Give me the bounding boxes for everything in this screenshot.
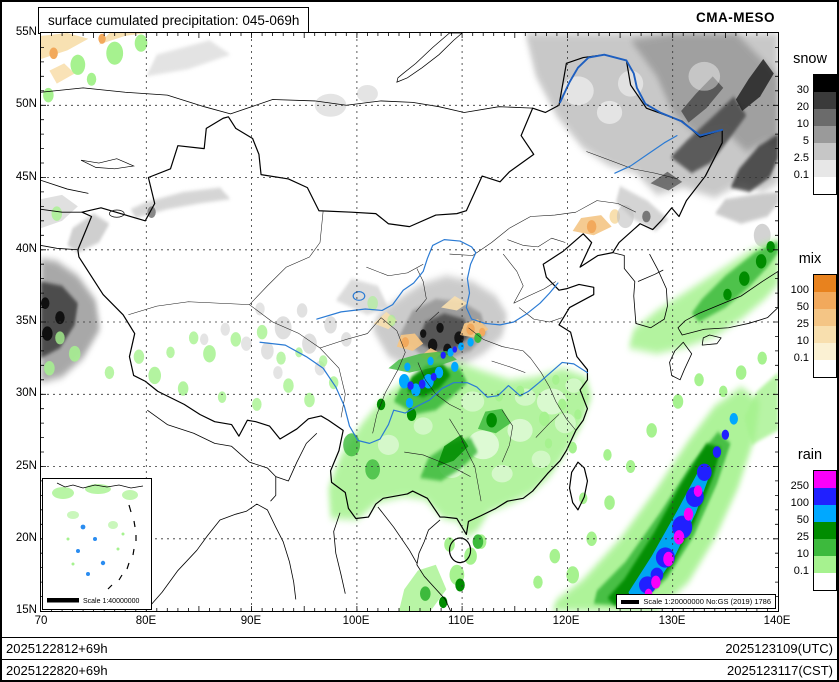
map-scale-note: Scale 1:20000000 No:GS (2019) 1786	[616, 594, 776, 609]
footer-row-utc: 2025122812+69h 2025123109(UTC)	[2, 637, 837, 660]
legend-value: 0.1	[793, 169, 809, 181]
legend-swatch	[814, 573, 836, 590]
lat-tick-label: 15N	[15, 604, 37, 616]
lon-tick-label: 120E	[552, 615, 580, 627]
legend-swatch	[814, 471, 836, 488]
legend-value: 5	[802, 135, 809, 147]
legend-swatch	[814, 326, 836, 343]
lon-tick-label: 80E	[135, 615, 157, 627]
scale-note-text: Scale 1:20000000 No:GS (2019) 1786	[643, 596, 771, 606]
map-area: Scale 1:40000000 Scale 1:20000000 No:GS …	[40, 32, 779, 612]
legend-mix: mix 100 50 25 10 0.1	[781, 248, 837, 378]
legend-swatch	[814, 556, 836, 573]
legend-value: 10	[796, 118, 809, 130]
legend-swatch	[814, 505, 836, 522]
legend-value: 100	[790, 284, 809, 296]
lat-tick-label: 25N	[15, 460, 37, 472]
legend-value: 30	[796, 84, 809, 96]
chart-title: surface cumulated precipitation: 045-069…	[38, 7, 310, 34]
legend-swatch	[814, 292, 836, 309]
legend-value: 250	[790, 480, 809, 492]
legend-swatch	[814, 488, 836, 505]
legend-value: 25	[796, 318, 809, 330]
legend-swatch	[814, 522, 836, 539]
lat-tick-label: 40N	[15, 243, 37, 255]
map-canvas	[41, 33, 778, 611]
mix-shading	[41, 33, 634, 362]
legend-value: 10	[796, 335, 809, 347]
init-time-utc: 2025122812+69h	[6, 641, 108, 656]
legend-swatch	[814, 143, 836, 160]
lon-tick-label: 90E	[240, 615, 262, 627]
lon-tick-label: 100E	[342, 615, 370, 627]
legend-value: 2.5	[793, 152, 809, 164]
legend-mix-bar	[813, 274, 837, 378]
lat-tick-label: 20N	[15, 532, 37, 544]
legend-snow-title: snow	[793, 51, 827, 67]
legend-swatch	[814, 309, 836, 326]
legend-mix-title: mix	[798, 251, 822, 267]
legend-swatch	[814, 109, 836, 126]
legend-rain-title: rain	[797, 447, 823, 463]
lon-tick-label: 130E	[658, 615, 686, 627]
legend-value: 20	[796, 101, 809, 113]
legend-value: 50	[796, 514, 809, 526]
legend-swatch	[814, 275, 836, 292]
valid-time-cst: 2025123117(CST)	[727, 663, 833, 678]
lat-tick-label: 35N	[15, 315, 37, 327]
inset-scale-label: Scale 1:40000000	[83, 598, 140, 605]
lon-tick-label: 110E	[447, 615, 474, 627]
legend-value: 10	[796, 548, 809, 560]
legend-snow: snow 30 20 10 5 2.5 0.1	[781, 48, 837, 195]
neighbor-borders	[41, 33, 778, 611]
legend-swatch	[814, 160, 836, 177]
lon-tick-label: 140E	[763, 615, 791, 627]
rain-shading	[43, 34, 778, 611]
lat-tick-label: 55N	[15, 26, 37, 38]
legend-swatch	[814, 343, 836, 360]
legend-rain: rain 250 100 50 25 10 0.1	[781, 444, 837, 591]
lat-tick-label: 50N	[15, 98, 37, 110]
lat-tick-label: 45N	[15, 171, 37, 183]
legend-swatch	[814, 126, 836, 143]
grid-lines	[41, 33, 778, 611]
legend-swatch	[814, 539, 836, 556]
legend-value: 50	[796, 301, 809, 313]
scale-bar-icon	[621, 599, 640, 604]
inset-map-south-china-sea: Scale 1:40000000	[42, 478, 152, 610]
lat-tick-label: 30N	[15, 387, 37, 399]
legend-swatch	[814, 177, 836, 194]
legend-swatch	[814, 75, 836, 92]
legend-rain-bar	[813, 470, 837, 591]
init-time-cst: 2025122820+69h	[6, 663, 108, 678]
legend-swatch	[814, 92, 836, 109]
footer-row-cst: 2025122820+69h 2025123117(CST)	[2, 659, 837, 680]
legend-snow-bar	[813, 74, 837, 195]
valid-time-utc: 2025123109(UTC)	[725, 641, 833, 656]
lon-tick-label: 70	[34, 615, 48, 627]
legend-value: 100	[790, 497, 809, 509]
legend-value: 25	[796, 531, 809, 543]
legend-value: 0.1	[793, 565, 809, 577]
legend-value: 0.1	[793, 352, 809, 364]
legend-swatch	[814, 360, 836, 377]
model-name-label: CMA-MESO	[696, 10, 775, 25]
